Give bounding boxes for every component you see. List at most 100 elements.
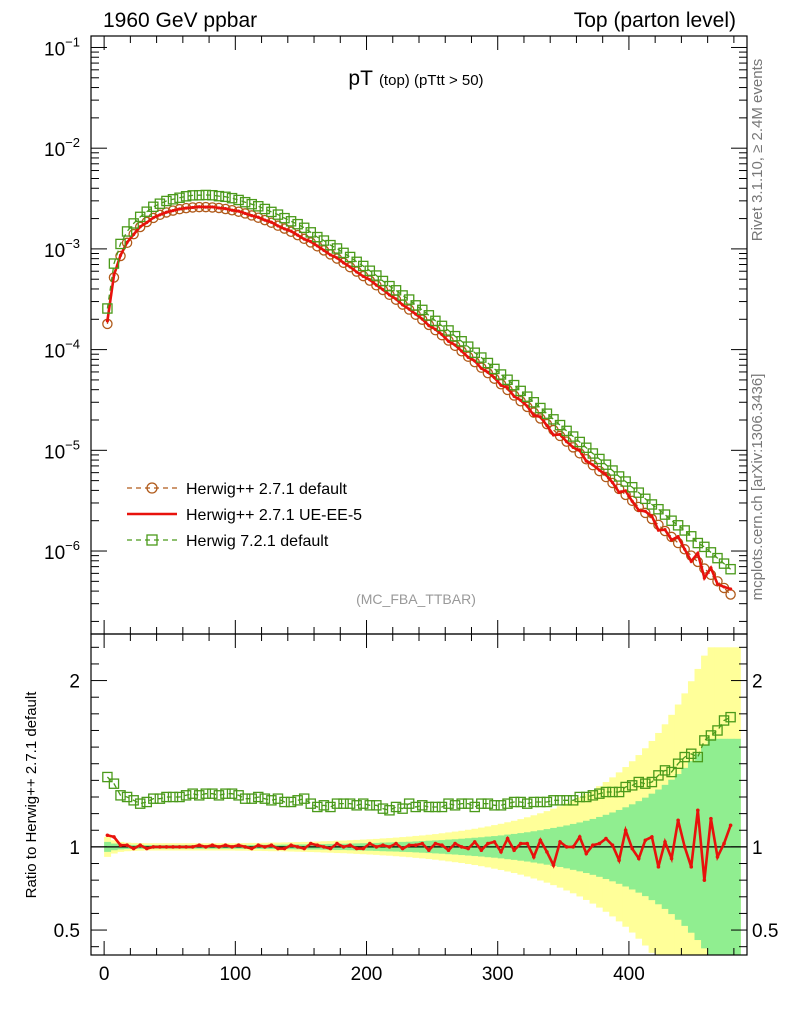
ratio-point-square	[180, 790, 192, 801]
ratio-point-dot	[151, 845, 156, 849]
plot-title-sub: (top) (pTtt > 50)	[379, 72, 484, 89]
data-point-dot	[322, 248, 326, 252]
data-point-circle	[279, 223, 290, 234]
ratio-y-tick-label: 2	[69, 672, 80, 693]
data-point-square	[193, 189, 205, 201]
ratio-point-dot	[420, 841, 425, 846]
ratio-point-dot	[230, 845, 234, 849]
data-point-square	[653, 503, 664, 515]
data-point-square	[272, 209, 284, 220]
ratio-y-tick-label: 0.5	[54, 921, 80, 942]
ratio-point-dot	[722, 841, 726, 846]
ratio-point-square	[469, 801, 481, 813]
ratio-point-dot	[112, 835, 116, 839]
data-point-dot	[315, 244, 319, 248]
data-point-dot	[184, 206, 188, 210]
data-point-circle	[253, 212, 264, 223]
ratio-point-square	[134, 798, 146, 809]
ratio-point-square	[567, 795, 579, 806]
data-point-circle	[285, 226, 297, 237]
data-point-square	[574, 436, 585, 448]
main-y-tick-label: 10−3	[44, 236, 80, 262]
ratio-point-square	[102, 771, 113, 783]
data-point-square	[462, 341, 474, 352]
data-point-dot	[584, 459, 588, 463]
ratio-point-square	[515, 796, 526, 808]
ratio-point-dot	[479, 848, 484, 853]
ratio-point-dot	[295, 845, 300, 849]
ratio-point-square	[357, 798, 369, 809]
data-point-square	[659, 509, 671, 520]
ratio-point-dot	[197, 843, 202, 848]
ratio-point-dot	[715, 855, 720, 859]
ratio-point-dot	[256, 843, 261, 848]
ratio-point-square	[187, 788, 198, 799]
ratio-point-dot	[440, 843, 444, 848]
data-point-dot	[341, 261, 346, 265]
ratio-point-square	[502, 798, 513, 809]
main-y-tick-mantissa: 10	[44, 543, 65, 564]
ratio-point-square	[489, 800, 500, 811]
ratio-point-square	[600, 786, 612, 798]
data-point-dot	[118, 253, 123, 257]
data-point-dot	[204, 205, 208, 209]
data-point-square	[108, 258, 120, 269]
data-point-dot	[709, 566, 713, 570]
ratio-point-dot	[118, 843, 123, 848]
data-point-circle	[115, 250, 126, 262]
data-point-dot	[532, 413, 536, 418]
data-point-circle	[587, 459, 599, 471]
ratio-point-square	[207, 788, 218, 799]
data-point-square	[515, 385, 526, 397]
ratio-point-dot	[466, 846, 471, 851]
data-point-dot	[565, 440, 569, 444]
main-y-tick-mantissa: 10	[44, 39, 65, 60]
ratio-point-square	[725, 711, 736, 723]
data-point-circle	[259, 214, 271, 226]
ratio-point-dot	[374, 845, 379, 849]
ratio-point-square	[403, 798, 415, 809]
data-point-dot	[112, 273, 116, 277]
ratio-point-square	[712, 725, 723, 736]
ratio-point-square	[561, 795, 572, 806]
data-point-square	[187, 190, 198, 201]
ratio-point-dot	[105, 833, 110, 838]
data-point-square	[587, 448, 599, 459]
data-point-dot	[289, 229, 293, 233]
data-point-dot	[440, 332, 444, 337]
data-point-dot	[446, 339, 451, 343]
ratio-point-dot	[400, 846, 405, 851]
ratio-point-dot	[512, 848, 516, 853]
ratio-point-square	[318, 800, 330, 811]
data-point-dot	[643, 509, 647, 513]
ratio-point-square	[390, 801, 402, 813]
ratio-point-dot	[125, 843, 129, 848]
source-reference: mcplots.cern.ch [arXiv:1306.3436]	[749, 374, 766, 601]
ratio-point-dot	[394, 841, 398, 846]
data-point-square	[213, 190, 225, 202]
ratio-point-square	[246, 793, 257, 804]
ratio-point-dot	[413, 843, 418, 848]
data-point-square	[567, 431, 579, 442]
data-point-square	[705, 547, 717, 558]
main-series-layer	[102, 189, 736, 600]
ratio-point-dot	[427, 848, 431, 853]
ratio-point-square	[581, 791, 592, 803]
ratio-point-dot	[656, 865, 661, 869]
data-point-square	[259, 203, 271, 215]
data-point-dot	[210, 205, 214, 209]
data-point-dot	[230, 208, 234, 212]
ratio-point-square	[141, 796, 153, 808]
ratio-point-dot	[571, 845, 575, 849]
ratio-point-square	[193, 790, 205, 801]
data-point-dot	[263, 218, 267, 222]
ratio-point-square	[574, 791, 585, 803]
ratio-point-square	[607, 786, 618, 798]
data-point-dot	[105, 319, 109, 323]
data-point-dot	[223, 207, 228, 211]
ratio-point-dot	[518, 841, 523, 846]
ratio-point-dot	[335, 841, 339, 846]
legend-marker	[146, 482, 158, 494]
ratio-point-dot	[282, 846, 287, 851]
data-point-circle	[679, 544, 690, 555]
